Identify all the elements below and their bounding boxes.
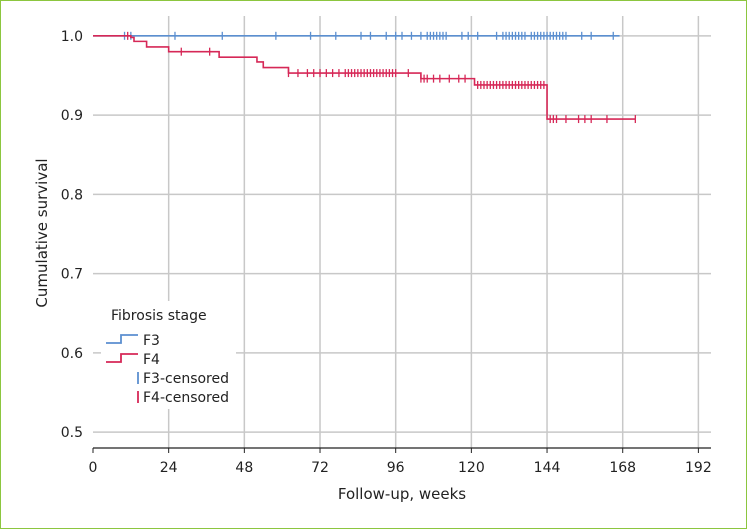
x-tick-label: 24 — [160, 460, 178, 476]
legend-f3-censored-label: F3-censored — [143, 371, 229, 387]
y-tick-label: 0.6 — [61, 346, 83, 362]
legend: Fibrosis stage F3 F4 F3-censored F4-cens… — [101, 301, 236, 409]
y-tick-label: 0.5 — [61, 425, 83, 441]
x-tick-label: 0 — [89, 460, 98, 476]
legend-background — [101, 301, 236, 409]
x-tick-labels: 0 24 48 72 96 120 144 168 192 — [89, 460, 712, 476]
legend-title: Fibrosis stage — [111, 308, 207, 324]
survival-curves — [93, 31, 636, 124]
x-tick-label: 48 — [235, 460, 253, 476]
x-tick-label: 168 — [609, 460, 636, 476]
y-axis-label: Cumulative survival — [33, 158, 51, 307]
y-tick-label: 0.8 — [61, 187, 83, 203]
legend-f3-label: F3 — [143, 333, 160, 349]
y-tick-labels: 0.5 0.6 0.7 0.8 0.9 1.0 — [61, 29, 83, 441]
x-tick-label: 144 — [534, 460, 561, 476]
x-tick-label: 72 — [311, 460, 329, 476]
legend-f4-step-icon — [106, 353, 138, 363]
legend-f3-step-icon — [106, 334, 138, 344]
y-tick-label: 0.9 — [61, 108, 83, 124]
y-tick-label: 0.7 — [61, 267, 83, 283]
x-tick-label: 192 — [685, 460, 712, 476]
y-tick-label: 1.0 — [61, 29, 83, 45]
legend-f4-censored-label: F4-censored — [143, 390, 229, 406]
f4-survival-curve — [93, 35, 636, 120]
x-axis-label: Follow-up, weeks — [338, 485, 466, 503]
legend-f4-label: F4 — [143, 352, 160, 368]
x-tick-label: 120 — [458, 460, 485, 476]
x-tick-label: 96 — [387, 460, 405, 476]
